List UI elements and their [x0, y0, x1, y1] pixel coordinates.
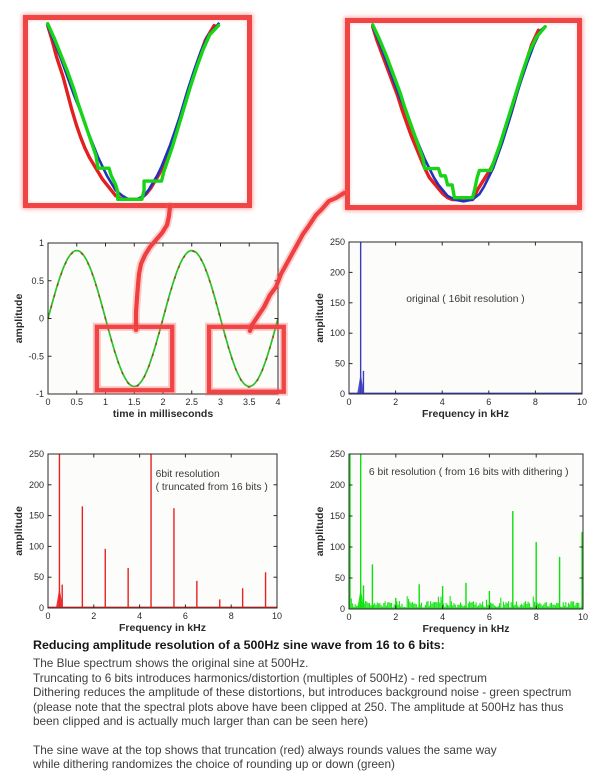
y-tick-label: 100: [29, 541, 44, 551]
y-tick-label: 0: [340, 389, 345, 399]
x-tick-label: 4: [275, 397, 280, 407]
y-tick-label: 1: [39, 238, 44, 248]
x-tick-label: 1: [103, 397, 108, 407]
y-tick-label: 0: [39, 603, 44, 613]
y-tick-label: 0.5: [31, 276, 44, 286]
axis-box: [47, 453, 278, 609]
x-tick-label: 2: [393, 397, 398, 407]
x-tick-label: 10: [577, 397, 587, 407]
plot-annotation: original ( 16bit resolution ): [406, 294, 524, 305]
y-axis-label: amplitude: [314, 293, 326, 343]
x-tick-label: 6: [487, 612, 492, 622]
x-tick-label: 8: [229, 611, 234, 621]
x-tick-label: 10: [272, 611, 282, 621]
x-tick-label: 0: [346, 612, 351, 622]
y-axis-label: amplitude: [13, 294, 25, 344]
x-tick-label: 3: [218, 397, 223, 407]
zoom-inset-right: [345, 18, 582, 210]
inset-curve-green: [373, 25, 546, 198]
y-tick-label: 200: [29, 480, 44, 490]
y-tick-label: 250: [330, 237, 345, 247]
y-tick-label: -1: [36, 389, 44, 399]
x-tick-label: 2: [91, 611, 96, 621]
x-tick-label: 10: [578, 612, 588, 622]
caption-line-blank: [33, 728, 593, 742]
x-axis-label: Frequency in kHz: [422, 408, 509, 420]
x-axis-label: time in milliseconds: [113, 408, 214, 420]
y-axis-label: amplitude: [314, 507, 326, 557]
x-axis-label: Frequency in kHz: [423, 623, 510, 635]
y-tick-label: 100: [330, 328, 345, 338]
x-tick-label: 3.5: [243, 397, 256, 407]
x-tick-label: 4: [440, 612, 445, 622]
y-tick-label: -0.5: [28, 351, 44, 361]
y-tick-label: 50: [335, 573, 345, 583]
y-tick-label: 150: [29, 511, 44, 521]
y-tick-label: 50: [34, 572, 44, 582]
x-tick-label: 6: [486, 397, 491, 407]
caption-line-1: The Blue spectrum shows the original sin…: [33, 656, 309, 671]
y-tick-label: 0: [340, 604, 345, 614]
plot-annotation: 6bit resolution: [156, 469, 220, 480]
x-tick-label: 6: [183, 611, 188, 621]
x-tick-label: 2: [160, 397, 165, 407]
y-tick-label: 200: [330, 267, 345, 277]
x-tick-label: 2: [393, 612, 398, 622]
plot-annotation: 6 bit resolution ( from 16 bits with dit…: [369, 467, 569, 478]
chart-sine-time: 0 0.5 1 1.5 2 2.5 3 3.5 4 -1 -0.5 0 0.5 1 time in mill…: [13, 238, 281, 420]
x-tick-label: 0: [45, 397, 50, 407]
x-tick-label: 4: [440, 397, 445, 407]
caption: Reducing amplitude resolution of a 500Hz…: [33, 638, 593, 772]
y-axis-label: amplitude: [13, 506, 25, 556]
zoom-inset-left-curves: [28, 20, 247, 203]
caption-title: Reducing amplitude resolution of a 500Hz…: [33, 638, 445, 652]
inset-curve-red: [48, 25, 214, 199]
caption-line-2: Truncating to 6 bits introduces harmonic…: [33, 670, 487, 685]
plot-area: [48, 454, 277, 608]
y-tick-label: 0: [39, 314, 44, 324]
x-axis-label: Frequency in kHz: [119, 622, 206, 634]
caption-line-6: The sine wave at the top shows that trun…: [33, 742, 497, 757]
inset-curve-blue: [373, 27, 546, 202]
x-tick-label: 2.5: [185, 397, 198, 407]
caption-line-5: been clipped and is actually much larger…: [33, 714, 369, 729]
x-tick-label: 0: [45, 611, 50, 621]
plot-area: [349, 242, 582, 394]
zoom-inset-right-curves: [350, 23, 577, 205]
axis-box: [348, 241, 583, 395]
inset-curve-green: [48, 24, 219, 200]
x-tick-label: 0: [346, 397, 351, 407]
y-tick-label: 100: [330, 542, 345, 552]
plot-annotation: ( truncated from 16 bits ): [156, 482, 268, 493]
y-tick-label: 150: [330, 511, 345, 521]
zoom-inset-left: [23, 15, 252, 208]
caption-line-3: Dithering reduces the amplitude of these…: [33, 685, 572, 700]
y-tick-label: 250: [29, 449, 44, 459]
axis-box: [348, 453, 584, 610]
y-tick-label: 50: [335, 359, 345, 369]
x-tick-label: 8: [534, 612, 539, 622]
x-tick-label: 4: [137, 611, 142, 621]
x-tick-label: 8: [533, 397, 538, 407]
y-tick-label: 250: [330, 449, 345, 459]
inset-curve-red: [373, 27, 539, 200]
caption-line-7: while dithering randomizes the choice of…: [33, 757, 395, 772]
y-tick-label: 150: [330, 298, 345, 308]
y-tick-label: 200: [330, 480, 345, 490]
caption-line-4: (please note that the spectral plots abo…: [33, 699, 564, 714]
x-tick-label: 1.5: [128, 397, 141, 407]
x-tick-label: 0.5: [70, 397, 83, 407]
